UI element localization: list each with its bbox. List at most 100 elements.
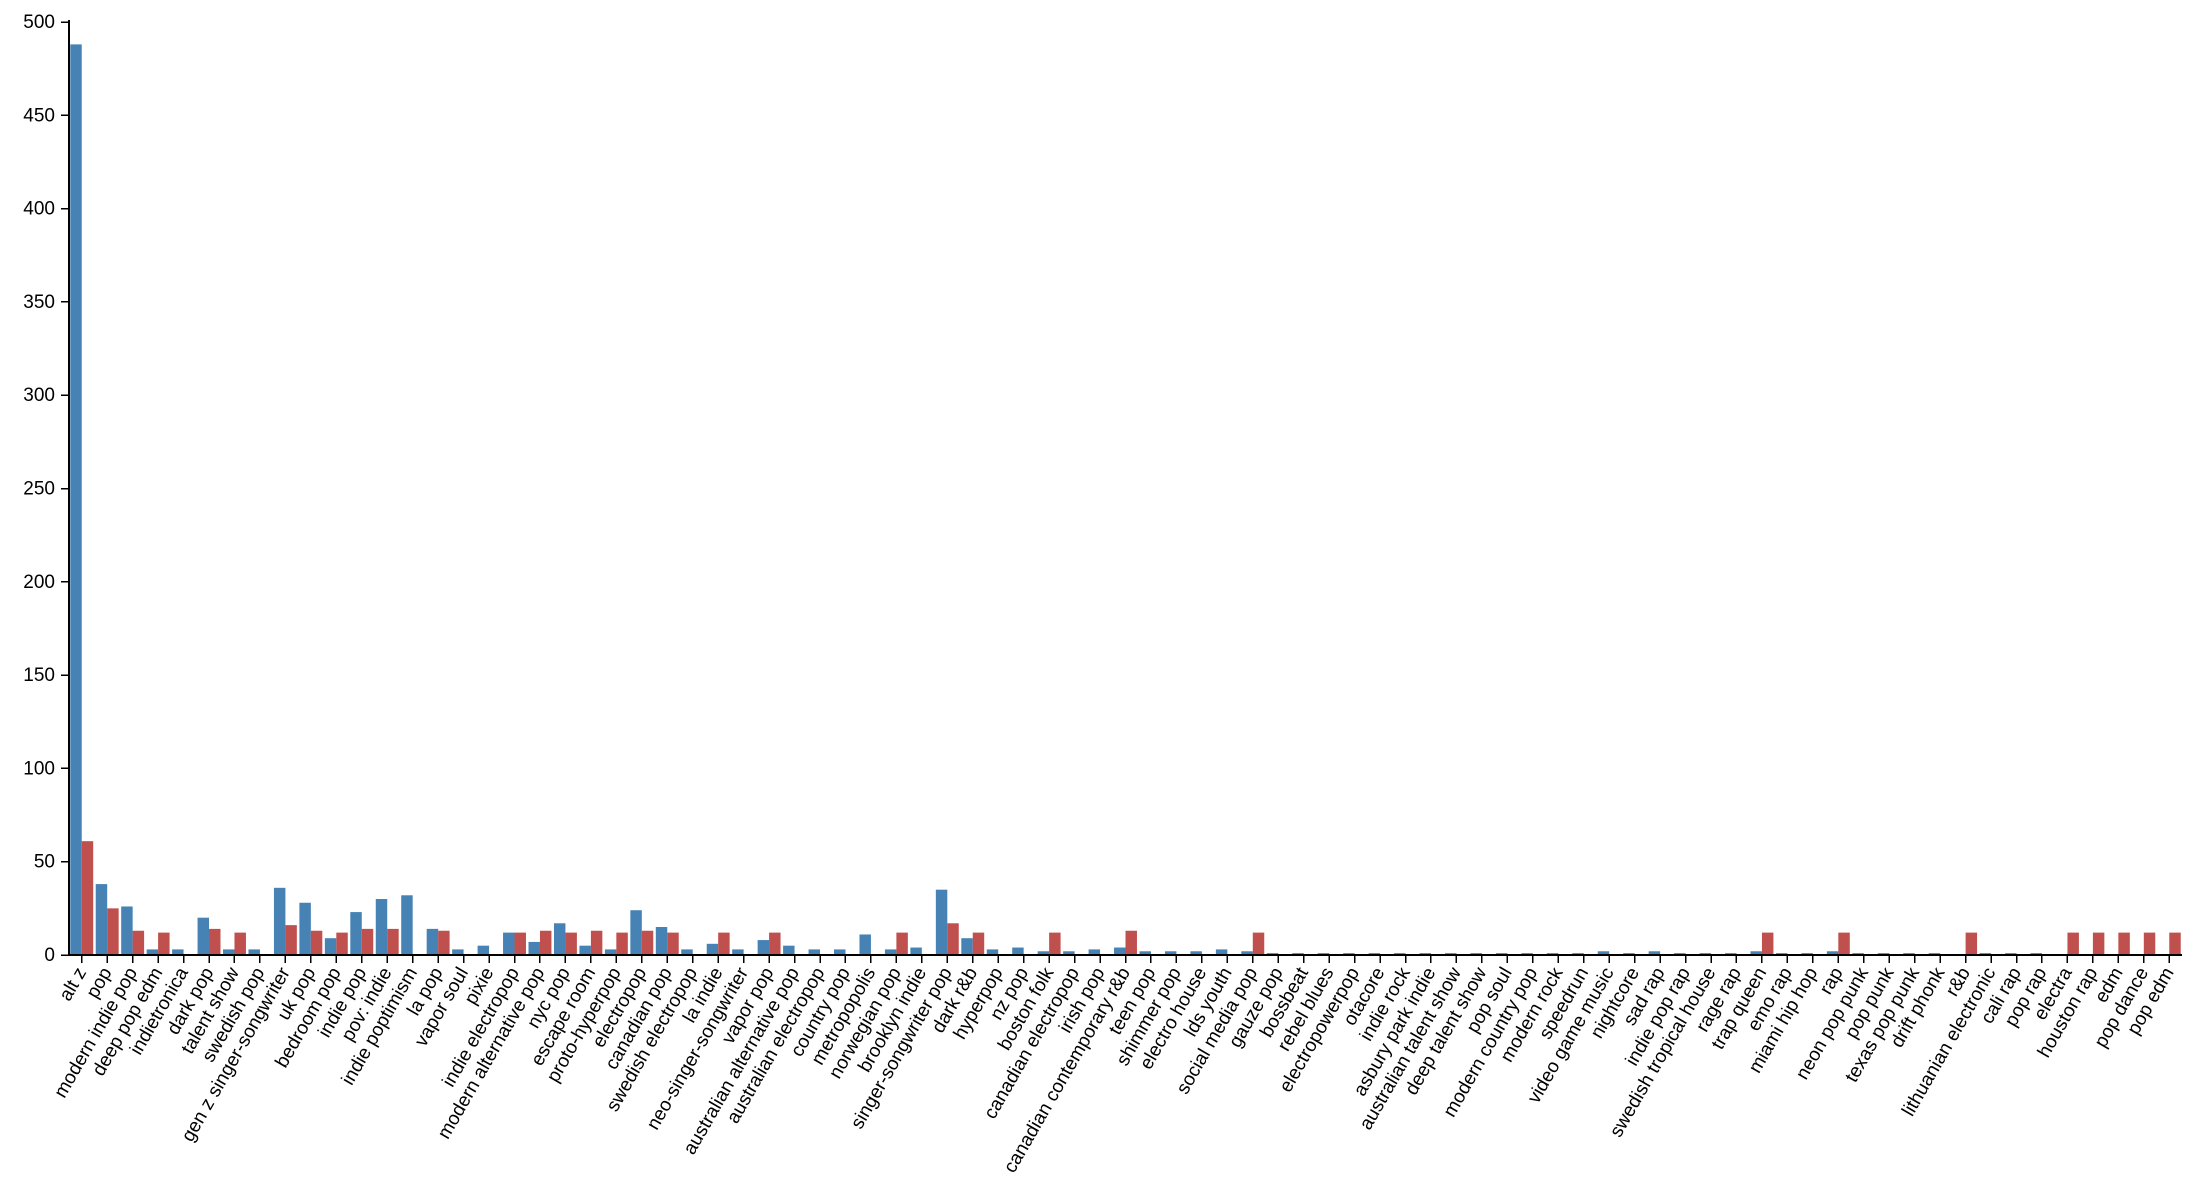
y-tick-label: 400 <box>23 199 55 220</box>
y-tick-label: 350 <box>23 292 55 313</box>
bar <box>972 932 985 955</box>
y-tick-label: 100 <box>23 758 55 779</box>
bar <box>590 930 603 955</box>
bar <box>172 949 184 955</box>
bar <box>1125 930 1137 955</box>
bar <box>896 932 908 955</box>
bar <box>732 949 744 955</box>
bar <box>1215 949 1228 955</box>
bar <box>961 938 973 955</box>
bar <box>95 884 108 955</box>
bar <box>808 949 821 955</box>
bar <box>81 841 94 955</box>
bar <box>630 910 642 955</box>
bar <box>718 932 730 955</box>
bar <box>1114 947 1126 955</box>
bar <box>401 895 413 955</box>
bar <box>655 927 668 955</box>
bar <box>757 940 770 955</box>
bar <box>336 932 348 955</box>
bar <box>146 949 159 955</box>
bar <box>361 928 374 955</box>
bar <box>783 945 795 955</box>
bar <box>223 949 235 955</box>
bar <box>1761 932 1774 955</box>
bar <box>514 932 526 955</box>
bar <box>706 943 719 955</box>
bar <box>285 925 297 955</box>
bar <box>121 906 133 955</box>
bar <box>1241 951 1253 955</box>
y-tick-label: 0 <box>44 945 55 966</box>
bar <box>310 930 323 955</box>
bar <box>273 887 286 955</box>
bar <box>375 899 388 955</box>
bar <box>158 932 170 955</box>
bar <box>667 932 679 955</box>
bar <box>2067 932 2079 955</box>
bar <box>641 930 654 955</box>
bar <box>1190 951 1202 955</box>
bar <box>477 945 490 955</box>
bar <box>1012 947 1024 955</box>
bar <box>769 932 781 955</box>
bar <box>197 917 210 955</box>
y-tick-label: 50 <box>34 852 55 873</box>
series-0-bars <box>70 44 2042 955</box>
y-tick-label: 250 <box>23 479 55 500</box>
series-1-bars <box>81 841 2181 955</box>
bar <box>234 932 246 955</box>
bar <box>132 930 145 955</box>
bar <box>859 934 871 955</box>
bar <box>1597 951 1610 955</box>
bar <box>1063 951 1075 955</box>
bar <box>70 44 82 955</box>
bar <box>884 949 897 955</box>
bar <box>248 949 260 955</box>
bar <box>1049 932 1061 955</box>
bar <box>1826 951 1839 955</box>
bar <box>539 930 552 955</box>
bar <box>2143 932 2156 955</box>
y-tick-label: 450 <box>23 105 55 126</box>
bar <box>565 932 577 955</box>
bar <box>947 923 959 955</box>
bar <box>1252 932 1265 955</box>
bar <box>426 928 439 955</box>
bar <box>553 923 566 955</box>
bar <box>1648 951 1661 955</box>
bar <box>1164 951 1177 955</box>
bar <box>503 932 515 955</box>
bar <box>528 941 540 955</box>
bar <box>438 930 450 955</box>
bar <box>616 932 628 955</box>
bar <box>2092 932 2105 955</box>
y-tick-label: 500 <box>23 12 55 33</box>
y-tick-label: 300 <box>23 385 55 406</box>
bar <box>681 949 693 955</box>
bar <box>387 928 399 955</box>
y-tick-label: 150 <box>23 665 55 686</box>
bar <box>910 947 922 955</box>
bar <box>1838 932 1850 955</box>
y-tick-label: 200 <box>23 572 55 593</box>
bar <box>2169 932 2181 955</box>
bar <box>935 889 948 955</box>
bar <box>299 902 311 955</box>
bar <box>107 908 119 955</box>
bar <box>986 949 999 955</box>
bar <box>1088 949 1101 955</box>
bar <box>452 949 464 955</box>
bar <box>1139 951 1151 955</box>
bar <box>209 928 221 955</box>
bar <box>604 949 617 955</box>
bar <box>1037 951 1050 955</box>
bar <box>1750 951 1762 955</box>
bar <box>834 949 846 955</box>
bar <box>1965 932 1978 955</box>
bar <box>579 945 591 955</box>
bar <box>350 912 362 955</box>
bar <box>2118 932 2130 955</box>
